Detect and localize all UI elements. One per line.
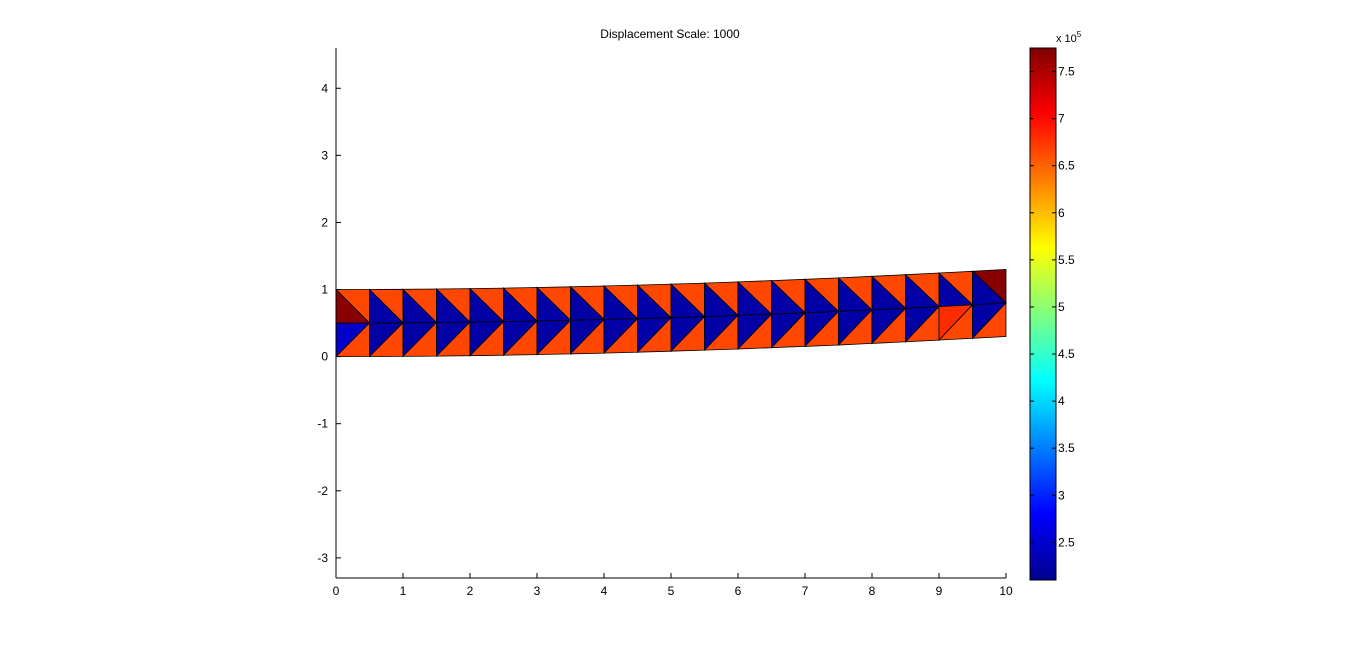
y-tick-label: -2 [317, 484, 328, 498]
colorbar-tick-label: 5.5 [1058, 253, 1075, 267]
colorbar-tick-label: 7.5 [1058, 65, 1075, 79]
chart-title: Displacement Scale: 1000 [600, 27, 740, 41]
colorbar-tick-label: 3.5 [1058, 441, 1075, 455]
colorbar-tick-label: 6.5 [1058, 159, 1075, 173]
x-tick-label: 4 [601, 584, 608, 598]
y-tick-label: 0 [321, 350, 328, 364]
mesh-element-lower-19-b [971, 301, 1007, 339]
x-tick-label: 2 [467, 584, 474, 598]
colorbar-exponent: x 105 [1056, 30, 1082, 45]
colorbar-exponent-base: x 10 [1056, 33, 1077, 45]
mesh-elements [335, 268, 1007, 358]
x-tick-label: 0 [333, 584, 340, 598]
x-tick-label: 10 [999, 584, 1013, 598]
colorbar-tick-label: 6 [1058, 206, 1065, 220]
y-ticks: -3 -2 -1 0 1 2 3 4 [317, 81, 341, 565]
y-tick-label: 2 [321, 215, 328, 229]
x-tick-label: 1 [400, 584, 407, 598]
y-tick-label: -3 [317, 551, 328, 565]
y-tick-label: -1 [317, 417, 328, 431]
x-tick-label: 3 [534, 584, 541, 598]
x-tick-label: 7 [802, 584, 809, 598]
x-tick-label: 6 [735, 584, 742, 598]
colorbar-exponent-power: 5 [1077, 30, 1082, 39]
colorbar-tick-label: 5 [1058, 300, 1065, 314]
y-tick-label: 3 [321, 148, 328, 162]
colorbar-tick-label: 2.5 [1058, 535, 1075, 549]
colorbar-tick-label: 3 [1058, 488, 1065, 502]
y-tick-label: 1 [321, 283, 328, 297]
colorbar-ticks: 2.5 3 3.5 4 4.5 5 5.5 6 6.5 7 7.5 [1030, 65, 1075, 549]
x-tick-label: 9 [936, 584, 943, 598]
colorbar-tick-label: 4 [1058, 394, 1065, 408]
colorbar-tick-label: 7 [1058, 112, 1065, 126]
colorbar [1029, 47, 1057, 581]
y-tick-label: 4 [321, 81, 328, 95]
x-tick-label: 5 [668, 584, 675, 598]
x-tick-label: 8 [869, 584, 876, 598]
colorbar-tick-label: 4.5 [1058, 347, 1075, 361]
x-ticks: 0 1 2 3 4 5 6 7 8 9 10 [333, 573, 1013, 598]
